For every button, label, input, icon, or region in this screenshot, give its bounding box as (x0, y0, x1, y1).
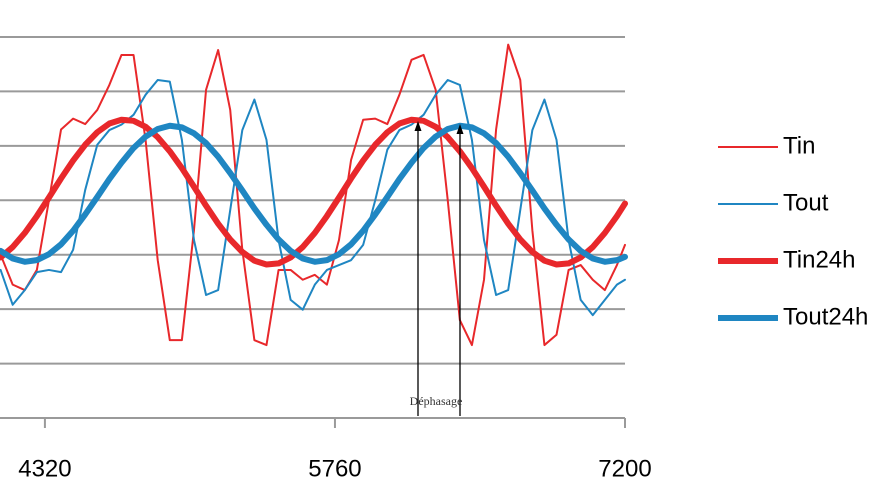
legend-label: Tout (783, 189, 829, 216)
legend-label: Tin24h (783, 246, 856, 273)
legend: Tin Tout Tin24h Tout24h (718, 132, 868, 330)
arrow-head (456, 124, 464, 134)
legend-label: Tin (783, 132, 815, 159)
annotation: Déphasage (410, 394, 463, 408)
series-line (0, 43, 626, 347)
arrow-head (414, 121, 422, 131)
series-line (0, 116, 628, 268)
phase-arrows (414, 121, 464, 416)
x-tick-label: 5760 (308, 455, 361, 482)
series-line (0, 122, 628, 265)
plot-area (0, 36, 628, 428)
legend-label: Tout24h (783, 303, 868, 330)
x-tick-label: 7200 (598, 455, 651, 482)
x-tick-label: 4320 (18, 455, 71, 482)
